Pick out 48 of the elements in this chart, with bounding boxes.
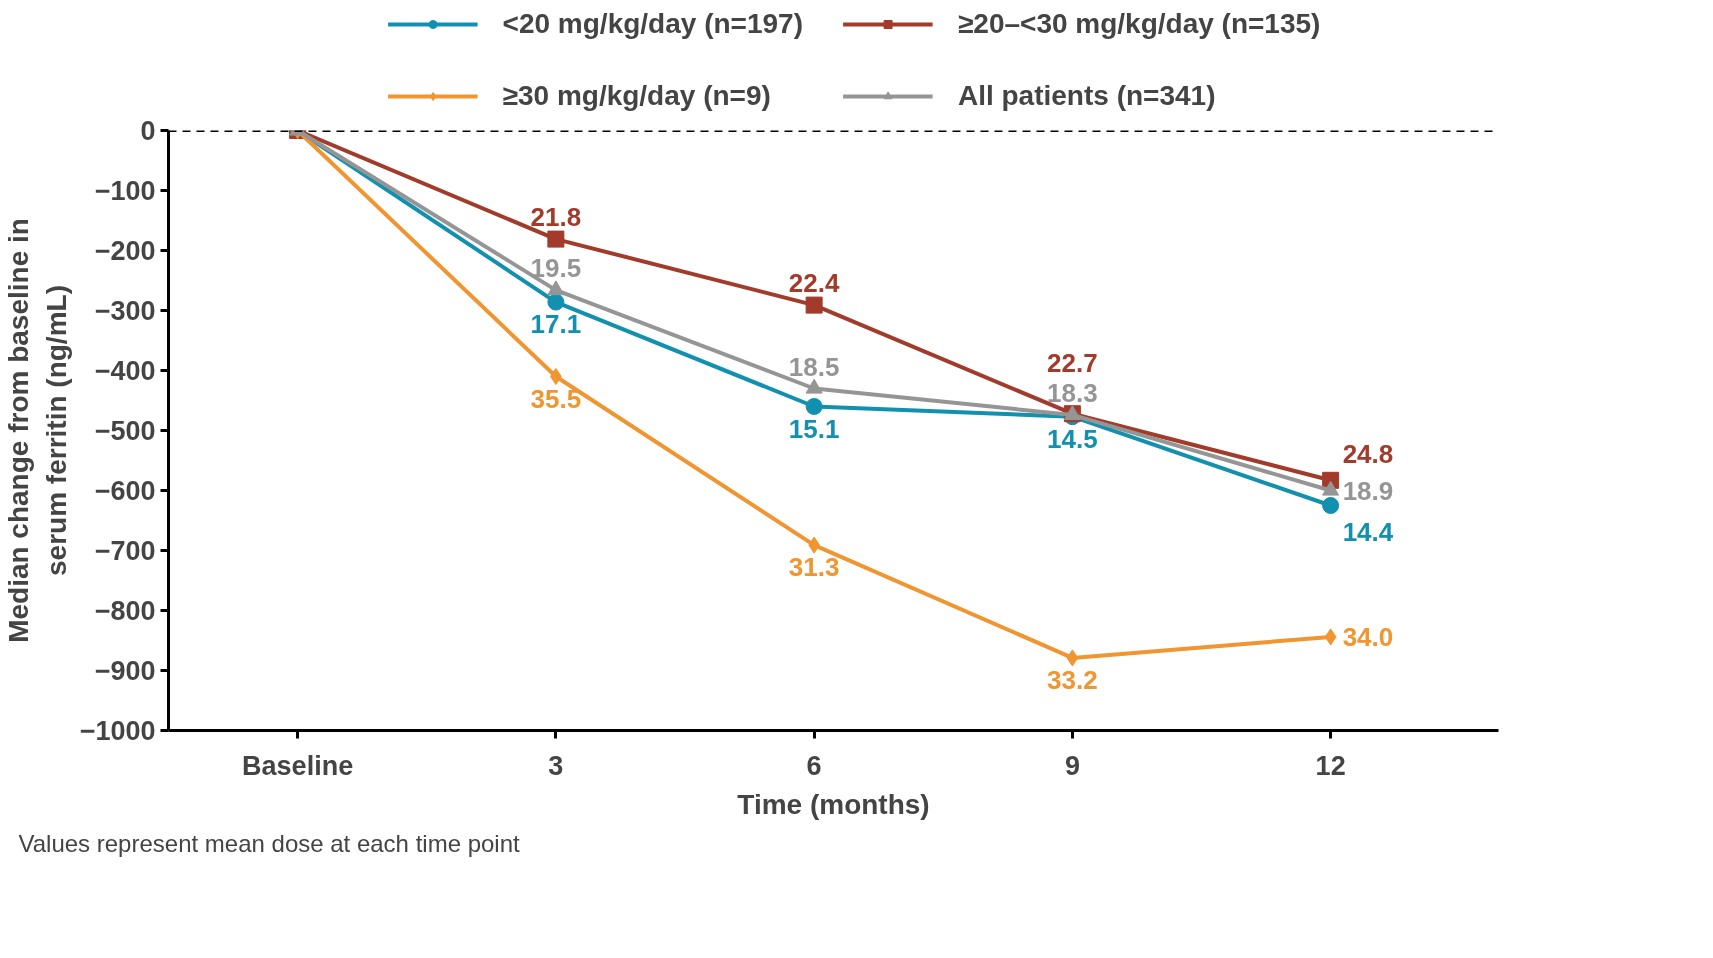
x-tick-label: 3	[548, 750, 564, 781]
point	[547, 230, 565, 248]
y-tick-label: −900	[94, 656, 156, 686]
y-tick-label: 0	[140, 116, 156, 146]
y-tick-label: −600	[94, 476, 156, 506]
x-tick-label: 9	[1064, 750, 1080, 781]
annotation: 21.8	[530, 202, 582, 233]
annotation: 15.1	[788, 413, 840, 444]
annotation: 34.0	[1342, 621, 1394, 652]
legend-label: <20 mg/kg/day (n=197)	[502, 8, 803, 40]
y-tick-label: −400	[94, 356, 156, 386]
annotation: 14.5	[1047, 423, 1098, 454]
y-tick-label: −200	[94, 236, 156, 266]
y-tick-label: −1000	[79, 716, 156, 746]
annotation: 18.3	[1047, 377, 1098, 408]
text: Values represent mean dose at each time point	[18, 829, 521, 857]
annotation: 18.5	[788, 351, 840, 382]
point	[1324, 628, 1337, 646]
legend-label: ≥20–<30 mg/kg/day (n=135)	[957, 8, 1321, 40]
x-tick-label: 6	[806, 750, 822, 781]
y-tick-label: −500	[94, 416, 156, 446]
point	[547, 293, 565, 311]
y-tick-label: −700	[94, 536, 156, 566]
annotation: 24.8	[1342, 439, 1394, 470]
point	[1322, 497, 1340, 514]
legend-label: All patients (n=341)	[957, 80, 1216, 112]
annotation: 22.4	[788, 268, 840, 299]
annotation: 31.3	[788, 552, 840, 583]
annotation: 22.7	[1047, 347, 1098, 378]
annotation: 19.5	[530, 253, 582, 284]
point	[805, 296, 823, 314]
x-tick-label: 12	[1315, 750, 1346, 781]
annotation: 35.5	[530, 383, 582, 414]
annotation: 33.2	[1047, 664, 1098, 695]
annotation: 18.9	[1342, 475, 1394, 506]
x-tick-label: Baseline	[242, 750, 354, 781]
point	[805, 398, 823, 415]
point	[547, 280, 565, 296]
y-tick-label: −800	[94, 596, 156, 626]
y-tick-label: −300	[94, 296, 156, 326]
annotation: 14.4	[1342, 516, 1394, 547]
annotation: 17.1	[530, 309, 582, 340]
legend-label: ≥30 mg/kg/day (n=9)	[502, 80, 771, 112]
y-tick-label: −100	[94, 176, 156, 206]
point	[1066, 649, 1079, 667]
x-axis-title: Time (months)	[737, 788, 930, 820]
y-axis-title: Median change from baseline in serum ferritin (ng/mL)	[3, 218, 72, 643]
point	[550, 368, 562, 385]
